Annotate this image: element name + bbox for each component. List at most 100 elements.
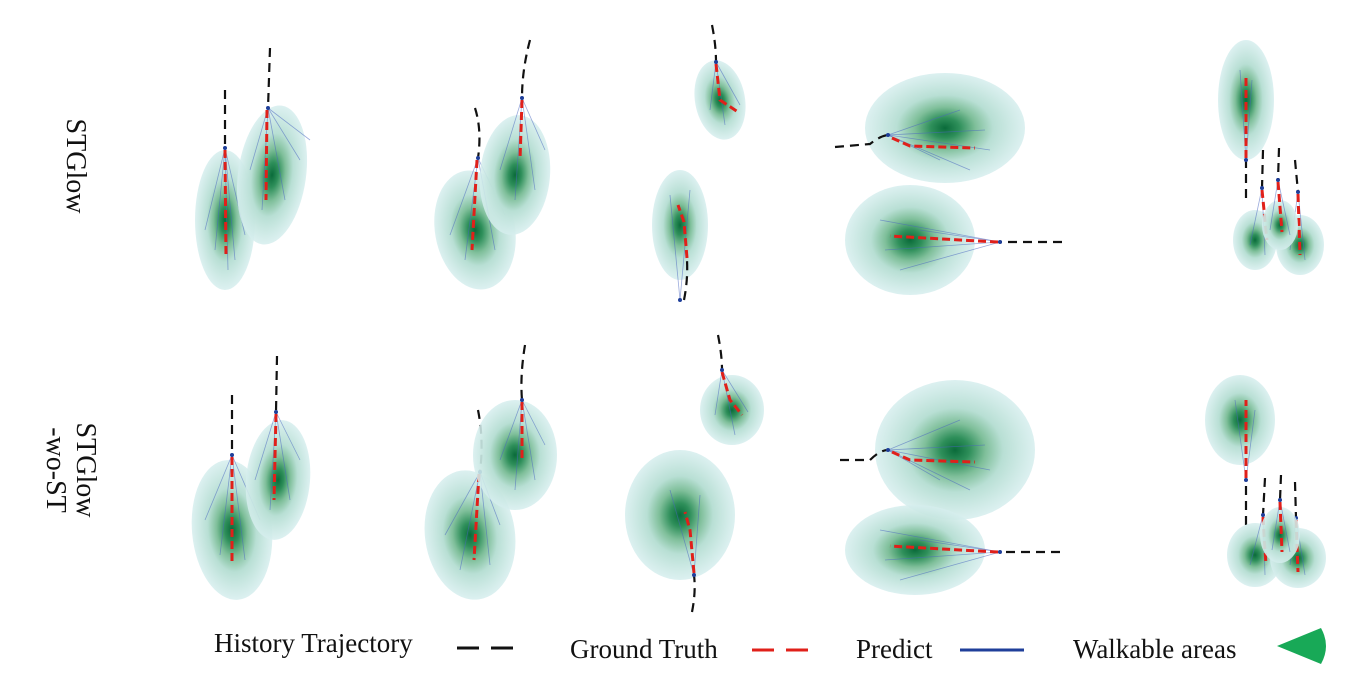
predict-line xyxy=(204,454,233,521)
agent xyxy=(834,73,1025,183)
predict-line xyxy=(219,454,233,556)
start-point xyxy=(714,60,718,64)
history-trajectory xyxy=(1276,147,1281,181)
predict-line xyxy=(887,129,986,136)
predict-line xyxy=(275,411,291,501)
ground-truth-trajectory xyxy=(889,544,999,554)
predict-line xyxy=(1234,399,1247,481)
agent xyxy=(652,170,708,302)
trajectory-panel xyxy=(834,73,1062,295)
history-trajectory xyxy=(1261,477,1267,516)
history-trajectory xyxy=(274,355,279,413)
predict-line xyxy=(887,419,961,451)
ground-truth-trajectory xyxy=(264,109,269,201)
history-trajectory xyxy=(690,574,696,613)
start-point xyxy=(520,96,524,100)
predict-line xyxy=(267,107,301,161)
walkable-density xyxy=(845,185,975,295)
row-label-line-1: STGlow xyxy=(70,422,101,518)
legend-predict-label: Predict xyxy=(856,634,933,664)
history-trajectory xyxy=(520,39,532,99)
agent xyxy=(1260,474,1300,563)
legend-history-swatch xyxy=(457,646,521,650)
predict-line xyxy=(1245,409,1256,481)
walkable-density xyxy=(424,470,516,600)
ground-truth-trajectory xyxy=(1278,501,1284,553)
predict-line xyxy=(231,454,246,561)
predict-line xyxy=(709,61,717,111)
ground-truth-trajectory xyxy=(470,159,479,251)
legend-walkable-label: Walkable areas xyxy=(1073,634,1237,664)
predict-line xyxy=(669,489,695,576)
predict-line xyxy=(521,399,546,446)
walkable-density xyxy=(652,170,708,280)
start-point xyxy=(1260,186,1264,190)
trajectory-panel xyxy=(625,334,764,613)
trajectory-panel xyxy=(424,344,557,600)
ground-truth-trajectory xyxy=(714,63,739,114)
walkable-density xyxy=(625,450,735,580)
predict-line xyxy=(1249,187,1263,246)
predict-line xyxy=(254,411,277,481)
agent xyxy=(694,24,746,140)
start-point xyxy=(1278,498,1282,502)
walkable-density xyxy=(845,505,985,595)
ground-truth-trajectory xyxy=(891,450,976,464)
predict-line xyxy=(919,539,1001,553)
predict-line xyxy=(721,369,736,436)
predict-line xyxy=(887,109,961,136)
history-trajectory xyxy=(682,259,689,301)
trajectory-panel xyxy=(840,380,1060,595)
row-label-stglow-wo-st: STGlow -wo-ST xyxy=(40,405,101,535)
start-point xyxy=(886,133,890,137)
trajectory-panel xyxy=(195,47,311,290)
legend-walkable-icon xyxy=(1277,628,1326,664)
legend-ground-truth-swatch xyxy=(752,648,816,652)
agent xyxy=(845,185,1062,295)
agent xyxy=(625,450,735,613)
predict-line xyxy=(879,529,1001,553)
predict-line xyxy=(521,399,536,481)
agent xyxy=(245,355,311,540)
predict-line xyxy=(267,107,286,201)
predict-line xyxy=(267,107,311,141)
legend-history-label: History Trajectory xyxy=(214,628,413,658)
walkable-density xyxy=(1260,507,1300,563)
agent xyxy=(473,344,557,510)
start-point xyxy=(1296,190,1300,194)
start-point xyxy=(692,573,696,577)
predict-line xyxy=(919,229,1001,243)
trajectory-panel xyxy=(1218,40,1324,275)
start-point xyxy=(230,453,234,457)
history-trajectory xyxy=(520,344,527,401)
predict-line xyxy=(521,97,546,151)
predict-line xyxy=(249,107,269,171)
agent xyxy=(845,505,1060,595)
predict-line xyxy=(499,399,523,461)
trajectory-panel xyxy=(652,24,746,302)
history-trajectory xyxy=(716,334,724,371)
ground-truth-trajectory xyxy=(223,149,228,259)
predict-line xyxy=(899,241,1001,271)
ground-truth-trajectory xyxy=(272,413,278,501)
ground-truth-trajectory xyxy=(889,234,999,244)
ground-truth-trajectory xyxy=(518,99,524,161)
start-point xyxy=(998,240,1002,244)
predict-line xyxy=(224,147,236,261)
walkable-density xyxy=(1218,40,1274,160)
agent xyxy=(1262,147,1298,250)
walkable-density xyxy=(473,400,557,510)
history-trajectory xyxy=(1278,474,1283,501)
history-trajectory xyxy=(710,24,718,63)
predict-line xyxy=(715,61,741,106)
predict-line xyxy=(887,134,991,151)
start-point xyxy=(520,398,524,402)
predict-line xyxy=(1269,179,1279,231)
predict-line xyxy=(887,444,986,451)
start-point xyxy=(266,106,270,110)
start-point xyxy=(1244,478,1248,482)
panel-grid xyxy=(191,24,1326,613)
predict-line xyxy=(521,97,536,191)
start-point xyxy=(1261,513,1265,517)
predict-line xyxy=(884,241,1001,251)
